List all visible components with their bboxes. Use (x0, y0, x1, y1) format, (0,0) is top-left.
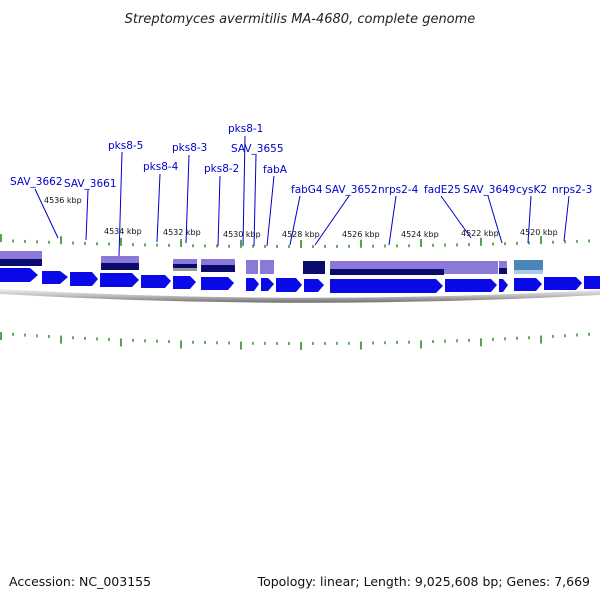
scale-label-4530: 4530 kbp (223, 230, 261, 239)
scale-label-4534: 4534 kbp (104, 227, 142, 236)
scale-labels: 4536 kbp 4534 kbp 4532 kbp 4530 kbp 4528… (44, 196, 558, 239)
gene-arrow[interactable] (246, 278, 259, 291)
gene-arrow[interactable] (201, 277, 234, 290)
upper-tick-track (0, 234, 590, 248)
scale-label-4524: 4524 kbp (401, 230, 439, 239)
gene-label-pks8-2[interactable]: pks8-2 (204, 163, 239, 175)
gene-label-cysk2[interactable]: cysK2 (516, 184, 547, 196)
feature-block-sav3655[interactable] (246, 260, 274, 274)
gene-label-pks8-1[interactable]: pks8-1 (228, 123, 263, 135)
gene-label-faba[interactable]: fabA (263, 164, 288, 176)
gene-arrow[interactable] (70, 272, 98, 286)
gene-arrow[interactable] (276, 278, 302, 292)
scale-label-4520: 4520 kbp (520, 228, 558, 237)
gene-arrow[interactable] (445, 279, 497, 292)
feature-block-sav3649[interactable] (499, 261, 507, 274)
map-title: Streptomyces avermitilis MA-4680, comple… (125, 12, 476, 27)
gene-arrow[interactable] (544, 277, 582, 290)
gene-arrow[interactable] (0, 268, 38, 282)
scale-label-4536: 4536 kbp (44, 196, 82, 205)
gene-arrow[interactable] (499, 279, 508, 292)
feature-blocks (0, 251, 543, 275)
genome-backbone (0, 289, 600, 303)
gene-arrow[interactable] (100, 273, 139, 287)
gene-labels: SAV_3662 SAV_3661 pks8-5 pks8-4 pks8-3 p… (10, 123, 592, 196)
scale-label-4522: 4522 kbp (461, 229, 499, 238)
gene-label-sav3649[interactable]: SAV_3649 (463, 184, 516, 196)
accession-text: Accession: NC_003155 (9, 574, 151, 589)
gene-arrow[interactable] (42, 271, 68, 284)
lower-tick-track (0, 332, 590, 350)
gene-label-sav3661[interactable]: SAV_3661 (64, 178, 117, 190)
gene-label-sav3652[interactable]: SAV_3652 (325, 184, 378, 196)
gene-arrows (0, 268, 600, 293)
feature-block-pks8-3[interactable] (173, 259, 197, 271)
scale-label-4528: 4528 kbp (282, 230, 320, 239)
feature-block-cysk2[interactable] (514, 260, 543, 274)
scale-label-4526: 4526 kbp (342, 230, 380, 239)
gene-arrow[interactable] (173, 276, 196, 289)
feature-block-pks8-2[interactable] (201, 259, 235, 272)
genome-summary-text: Topology: linear; Length: 9,025,608 bp; … (257, 574, 590, 589)
gene-arrow[interactable] (141, 275, 171, 288)
feature-block-nrps2-4[interactable] (330, 261, 444, 275)
scale-label-4532: 4532 kbp (163, 228, 201, 237)
gene-arrow[interactable] (261, 278, 274, 291)
label-leaders (34, 135, 570, 257)
gene-label-fabg4[interactable]: fabG4 (291, 184, 323, 196)
gene-arrow[interactable] (584, 276, 600, 289)
gene-label-pks8-3[interactable]: pks8-3 (172, 142, 207, 154)
gene-label-nrps2-4[interactable]: nrps2-4 (378, 184, 419, 196)
gene-arrow[interactable] (304, 279, 324, 292)
gene-label-fade25[interactable]: fadE25 (424, 184, 461, 196)
gene-label-pks8-5[interactable]: pks8-5 (108, 140, 143, 152)
feature-block-pks8-5[interactable] (101, 256, 139, 270)
feature-block-fabg4[interactable] (303, 261, 325, 274)
feature-block-fade25[interactable] (444, 261, 498, 274)
gene-label-sav3655[interactable]: SAV_3655 (231, 143, 284, 155)
gene-label-sav3662[interactable]: SAV_3662 (10, 176, 63, 188)
gene-arrow[interactable] (330, 279, 443, 293)
gene-label-nrps2-3[interactable]: nrps2-3 (552, 184, 592, 196)
feature-block-sav3662[interactable] (0, 251, 42, 266)
gene-arrow[interactable] (514, 278, 542, 291)
gene-label-pks8-4[interactable]: pks8-4 (143, 161, 179, 173)
